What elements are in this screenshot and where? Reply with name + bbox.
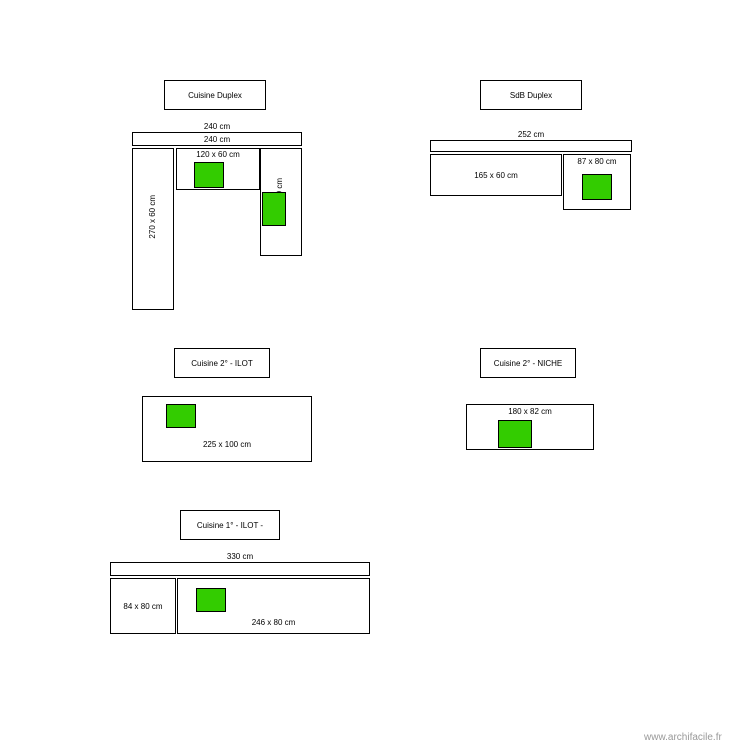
- c1-cell-246-label: 246 x 80 cm: [177, 618, 370, 627]
- sdb-bar-252-label: 252 cm: [430, 130, 632, 139]
- title-cuisine1-ilot-text: Cuisine 1° - ILOT -: [197, 521, 263, 530]
- c1-bar-330-label: 330 cm: [110, 552, 370, 561]
- c1-bar-330: [110, 562, 370, 576]
- sdb-cell-165: 165 x 60 cm: [430, 154, 562, 196]
- watermark: www.archifacile.fr: [644, 732, 722, 743]
- c1-cell-84-label: 84 x 80 cm: [123, 602, 162, 611]
- cd-cell-120-label: 120 x 60 cm: [176, 150, 260, 159]
- c1-cell-84: 84 x 80 cm: [110, 578, 176, 634]
- sdb-cell-165-label: 165 x 60 cm: [474, 171, 518, 180]
- title-cuisine-duplex: Cuisine Duplex: [164, 80, 266, 110]
- sdb-green: [582, 174, 612, 200]
- title-sdb-duplex-text: SdB Duplex: [510, 91, 552, 100]
- cd-green-1: [194, 162, 224, 188]
- c1-green: [196, 588, 226, 612]
- cd-bar-240-label: 240 cm: [204, 135, 230, 144]
- c2niche-green: [498, 420, 532, 448]
- title-cuisine1-ilot: Cuisine 1° - ILOT -: [180, 510, 280, 540]
- title-cuisine-duplex-text: Cuisine Duplex: [188, 91, 242, 100]
- cd-bar-240: 240 cm: [132, 132, 302, 146]
- cd-col-270-label: 270 x 60 cm: [148, 195, 157, 239]
- title-cuisine2-ilot: Cuisine 2° - ILOT: [174, 348, 270, 378]
- c2niche-cell-180-label: 180 x 82 cm: [466, 407, 594, 416]
- title-cuisine2-ilot-text: Cuisine 2° - ILOT: [191, 359, 252, 368]
- title-cuisine2-niche: Cuisine 2° - NICHE: [480, 348, 576, 378]
- sdb-bar-252: [430, 140, 632, 152]
- c2ilot-green: [166, 404, 196, 428]
- cd-bar-240-label-top: 240 cm: [132, 122, 302, 131]
- title-sdb-duplex: SdB Duplex: [480, 80, 582, 110]
- sdb-cell-87-label: 87 x 80 cm: [563, 157, 631, 166]
- c2ilot-cell-225-label: 225 x 100 cm: [142, 440, 312, 449]
- title-cuisine2-niche-text: Cuisine 2° - NICHE: [494, 359, 563, 368]
- cd-green-2: [262, 192, 286, 226]
